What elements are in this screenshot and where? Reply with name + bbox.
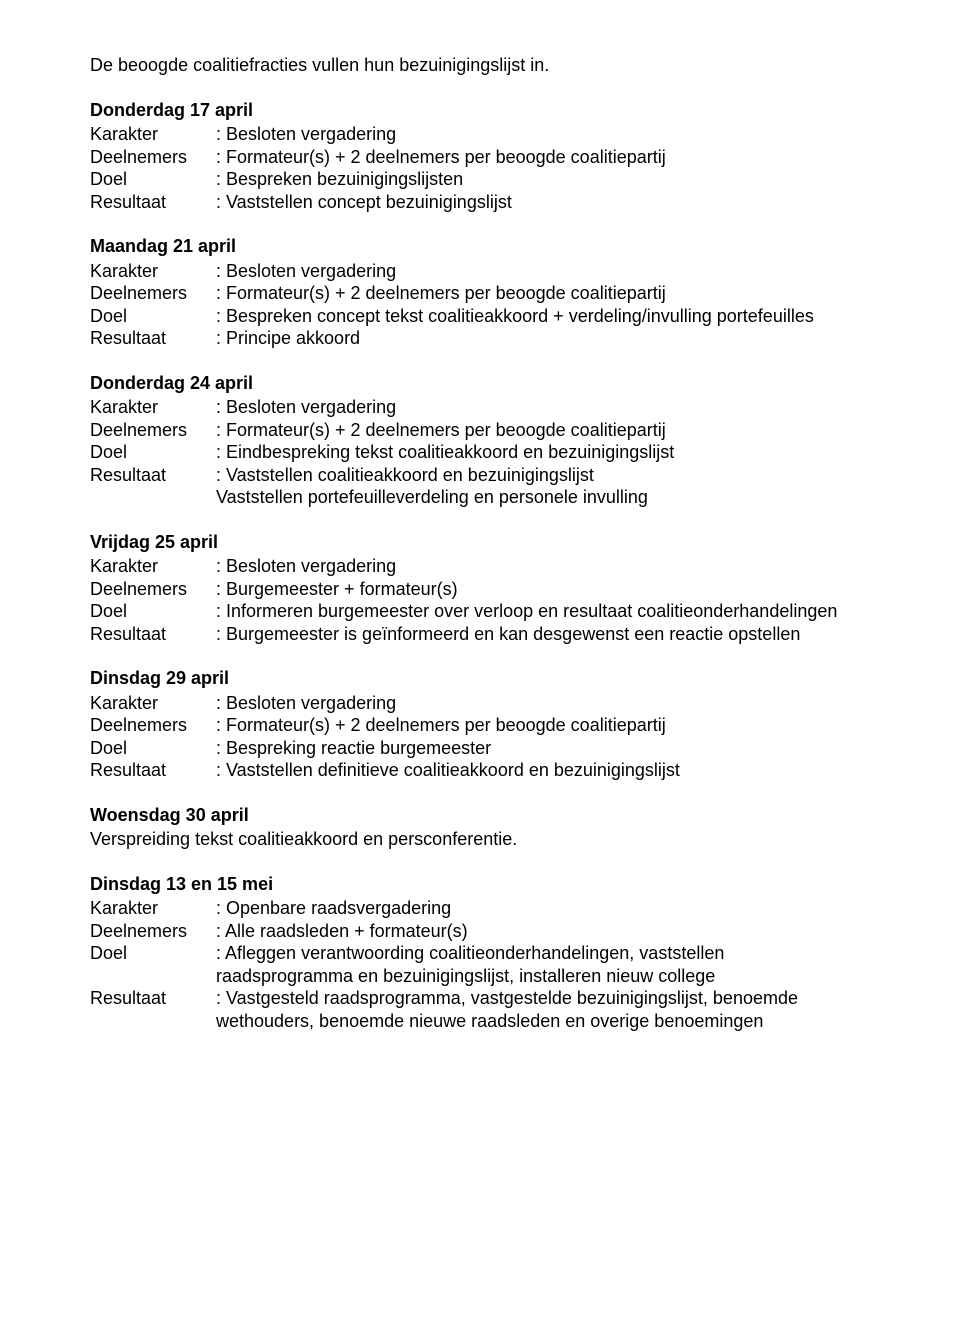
definition-row: Karakter: Besloten vergadering: [90, 692, 896, 715]
section: Donderdag 17 aprilKarakter: Besloten ver…: [90, 99, 896, 214]
row-label: Karakter: [90, 260, 216, 283]
section: Dinsdag 13 en 15 meiKarakter: Openbare r…: [90, 873, 896, 1033]
row-value: : Besloten vergadering: [216, 692, 896, 715]
definition-row: Doel: Bespreken bezuinigingslijsten: [90, 168, 896, 191]
row-value: : Besloten vergadering: [216, 396, 896, 419]
row-label: Doel: [90, 441, 216, 464]
section: Dinsdag 29 aprilKarakter: Besloten verga…: [90, 667, 896, 782]
definition-row: raadsprogramma en bezuinigingslijst, ins…: [90, 965, 896, 988]
definition-row: Resultaat: Vaststellen definitieve coali…: [90, 759, 896, 782]
definition-row: Resultaat: Vaststellen concept bezuinigi…: [90, 191, 896, 214]
definition-row: Resultaat: Vaststellen coalitieakkoord e…: [90, 464, 896, 487]
row-label: Doel: [90, 737, 216, 760]
row-label: Doel: [90, 168, 216, 191]
row-label: Deelnemers: [90, 578, 216, 601]
definition-row: Deelnemers: Formateur(s) + 2 deelnemers …: [90, 146, 896, 169]
row-value: : Afleggen verantwoording coalitieonderh…: [216, 942, 896, 965]
row-value: : Besloten vergadering: [216, 555, 896, 578]
row-value: : Burgemeester is geïnformeerd en kan de…: [216, 623, 896, 646]
section-title: Vrijdag 25 april: [90, 531, 896, 554]
row-label: Doel: [90, 942, 216, 965]
row-label: Karakter: [90, 555, 216, 578]
row-value: : Openbare raadsvergadering: [216, 897, 896, 920]
row-value: : Burgemeester + formateur(s): [216, 578, 896, 601]
section: Woensdag 30 aprilVerspreiding tekst coal…: [90, 804, 896, 851]
row-value: : Formateur(s) + 2 deelnemers per beoogd…: [216, 282, 896, 305]
section-title: Maandag 21 april: [90, 235, 896, 258]
definition-row: Karakter: Besloten vergadering: [90, 396, 896, 419]
row-value: : Bespreking reactie burgemeester: [216, 737, 896, 760]
row-label: [90, 1010, 216, 1033]
intro-text: De beoogde coalitiefracties vullen hun b…: [90, 54, 896, 77]
definition-row: Doel: Afleggen verantwoording coalitieon…: [90, 942, 896, 965]
row-label: Resultaat: [90, 191, 216, 214]
row-value: : Besloten vergadering: [216, 123, 896, 146]
row-value: : Vaststellen concept bezuinigingslijst: [216, 191, 896, 214]
definition-row: Karakter: Openbare raadsvergadering: [90, 897, 896, 920]
row-value: : Vaststellen definitieve coalitieakkoor…: [216, 759, 896, 782]
definition-row: Deelnemers: Formateur(s) + 2 deelnemers …: [90, 714, 896, 737]
definition-row: Karakter: Besloten vergadering: [90, 260, 896, 283]
row-label: Doel: [90, 305, 216, 328]
section-title: Dinsdag 29 april: [90, 667, 896, 690]
row-label: Karakter: [90, 692, 216, 715]
definition-row: Deelnemers: Alle raadsleden + formateur(…: [90, 920, 896, 943]
row-label: Resultaat: [90, 623, 216, 646]
section-title: Donderdag 24 april: [90, 372, 896, 395]
definition-row: Doel: Bespreken concept tekst coalitieak…: [90, 305, 896, 328]
definition-row: Resultaat: Principe akkoord: [90, 327, 896, 350]
row-value: : Principe akkoord: [216, 327, 896, 350]
definition-row: Vaststellen portefeuilleverdeling en per…: [90, 486, 896, 509]
definition-row: Deelnemers: Burgemeester + formateur(s): [90, 578, 896, 601]
row-value: : Bespreken bezuinigingslijsten: [216, 168, 896, 191]
row-value: : Formateur(s) + 2 deelnemers per beoogd…: [216, 714, 896, 737]
definition-row: Karakter: Besloten vergadering: [90, 555, 896, 578]
row-label: Karakter: [90, 396, 216, 419]
row-label: Karakter: [90, 897, 216, 920]
row-label: Deelnemers: [90, 419, 216, 442]
row-label: Deelnemers: [90, 282, 216, 305]
row-value: Vaststellen portefeuilleverdeling en per…: [216, 486, 896, 509]
row-value: : Bespreken concept tekst coalitieakkoor…: [216, 305, 896, 328]
section-freetext: Verspreiding tekst coalitieakkoord en pe…: [90, 828, 896, 851]
row-label: Resultaat: [90, 327, 216, 350]
row-label: Deelnemers: [90, 714, 216, 737]
row-label: [90, 486, 216, 509]
row-label: Doel: [90, 600, 216, 623]
row-value: wethouders, benoemde nieuwe raadsleden e…: [216, 1010, 896, 1033]
definition-row: Deelnemers: Formateur(s) + 2 deelnemers …: [90, 282, 896, 305]
definition-row: Doel: Eindbespreking tekst coalitieakkoo…: [90, 441, 896, 464]
definition-row: Deelnemers: Formateur(s) + 2 deelnemers …: [90, 419, 896, 442]
row-label: Deelnemers: [90, 920, 216, 943]
row-label: [90, 965, 216, 988]
section-title: Donderdag 17 april: [90, 99, 896, 122]
definition-row: Doel: Bespreking reactie burgemeester: [90, 737, 896, 760]
row-label: Resultaat: [90, 464, 216, 487]
row-value: : Besloten vergadering: [216, 260, 896, 283]
definition-row: wethouders, benoemde nieuwe raadsleden e…: [90, 1010, 896, 1033]
row-value: : Vastgesteld raadsprogramma, vastgestel…: [216, 987, 896, 1010]
row-label: Karakter: [90, 123, 216, 146]
row-value: raadsprogramma en bezuinigingslijst, ins…: [216, 965, 896, 988]
row-label: Deelnemers: [90, 146, 216, 169]
row-value: : Informeren burgemeester over verloop e…: [216, 600, 896, 623]
definition-row: Karakter: Besloten vergadering: [90, 123, 896, 146]
definition-row: Resultaat: Vastgesteld raadsprogramma, v…: [90, 987, 896, 1010]
section: Donderdag 24 aprilKarakter: Besloten ver…: [90, 372, 896, 509]
definition-row: Doel: Informeren burgemeester over verlo…: [90, 600, 896, 623]
definition-row: Resultaat: Burgemeester is geïnformeerd …: [90, 623, 896, 646]
section: Maandag 21 aprilKarakter: Besloten verga…: [90, 235, 896, 350]
section-title: Woensdag 30 april: [90, 804, 896, 827]
section-title: Dinsdag 13 en 15 mei: [90, 873, 896, 896]
section: Vrijdag 25 aprilKarakter: Besloten verga…: [90, 531, 896, 646]
row-label: Resultaat: [90, 759, 216, 782]
row-value: : Vaststellen coalitieakkoord en bezuini…: [216, 464, 896, 487]
row-value: : Formateur(s) + 2 deelnemers per beoogd…: [216, 419, 896, 442]
row-value: : Eindbespreking tekst coalitieakkoord e…: [216, 441, 896, 464]
row-label: Resultaat: [90, 987, 216, 1010]
row-value: : Formateur(s) + 2 deelnemers per beoogd…: [216, 146, 896, 169]
row-value: : Alle raadsleden + formateur(s): [216, 920, 896, 943]
